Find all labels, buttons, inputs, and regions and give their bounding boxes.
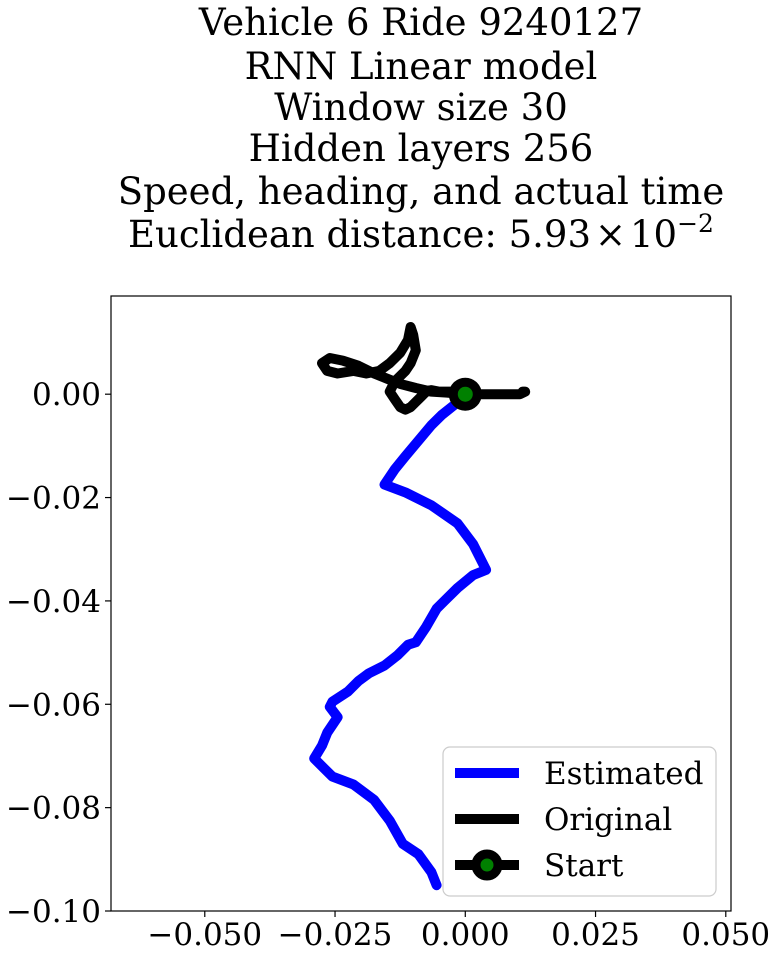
y-tick-label: −0.04 [6, 584, 101, 620]
title-metric-base: 10 [630, 213, 677, 256]
chart-title: Vehicle 6 Ride 9240127 RNN Linear model … [118, 1, 725, 256]
series-line-estimated [309, 389, 492, 891]
legend-box [442, 746, 717, 897]
y-tick-label: −0.06 [6, 687, 101, 723]
x-tick-label: 0.000 [421, 917, 510, 953]
title-metric-prefix: Euclidean distance: [128, 213, 509, 256]
title-metric-times: × [595, 213, 626, 256]
x-tick-label: −0.050 [147, 917, 262, 953]
y-tick-label: −0.10 [6, 894, 101, 930]
title-metric-mantissa: 5.93 [509, 213, 591, 256]
y-tick-label: 0.00 [32, 377, 101, 413]
title-line-1: Vehicle 6 Ride 9240127 [198, 1, 643, 44]
plot-frame [110, 295, 732, 912]
x-tick-label: 0.025 [551, 917, 640, 953]
plot-area [309, 322, 531, 891]
title-line-4: Hidden layers 256 [249, 127, 594, 170]
x-tick-label: 0.050 [681, 917, 770, 953]
legend-label-start: Start [544, 848, 624, 884]
legend-marker-start [471, 849, 503, 881]
series-line-original [317, 322, 531, 415]
title-line-3: Window size 30 [274, 86, 568, 129]
legend: Estimated Original Start [442, 746, 717, 897]
x-tick-label: −0.025 [278, 917, 393, 953]
axes: −0.050 −0.025 0.000 0.025 0.050 0.00 −0.02 −0.0… [6, 295, 770, 953]
start-marker [448, 377, 482, 411]
y-tick-label: −0.02 [6, 481, 101, 517]
title-metric-exponent: −2 [677, 209, 714, 238]
y-tick-label: −0.08 [6, 791, 101, 827]
legend-label-estimated: Estimated [544, 756, 703, 792]
title-line-5: Speed, heading, and actual time [118, 170, 725, 213]
title-line-6: Euclidean distance: 5.93 × 10−2 [128, 209, 714, 256]
title-line-2: RNN Linear model [245, 45, 598, 88]
legend-label-original: Original [544, 802, 672, 838]
